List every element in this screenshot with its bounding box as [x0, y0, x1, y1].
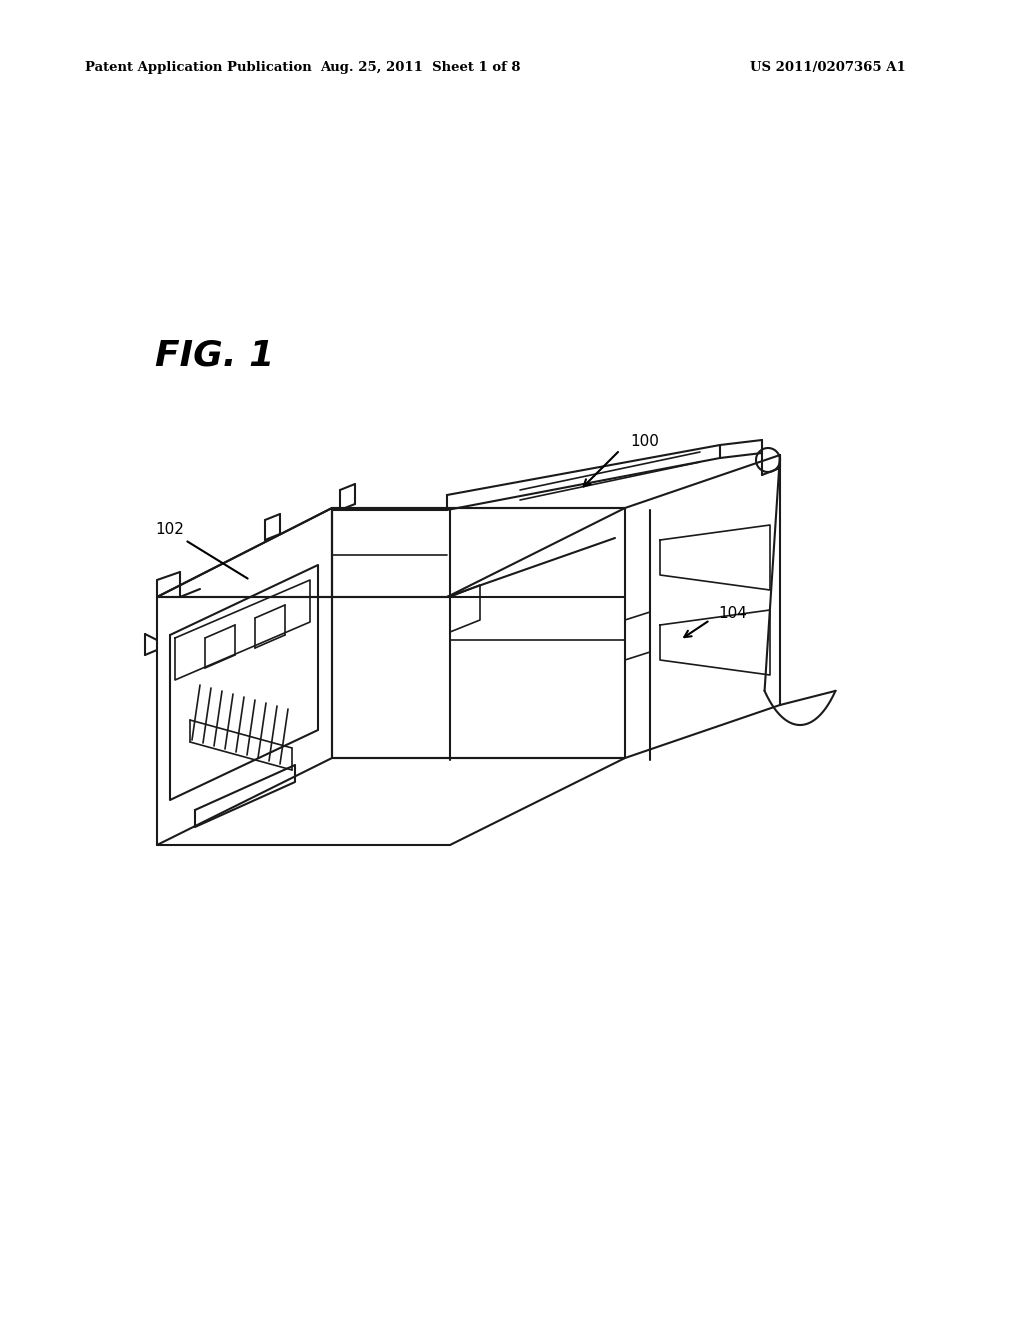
Text: Patent Application Publication: Patent Application Publication — [85, 62, 311, 74]
Text: Aug. 25, 2011  Sheet 1 of 8: Aug. 25, 2011 Sheet 1 of 8 — [319, 62, 520, 74]
Text: US 2011/0207365 A1: US 2011/0207365 A1 — [750, 62, 906, 74]
Text: FIG. 1: FIG. 1 — [155, 338, 274, 372]
Text: 102: 102 — [155, 523, 184, 537]
Text: 100: 100 — [630, 434, 658, 450]
Text: 104: 104 — [718, 606, 746, 622]
